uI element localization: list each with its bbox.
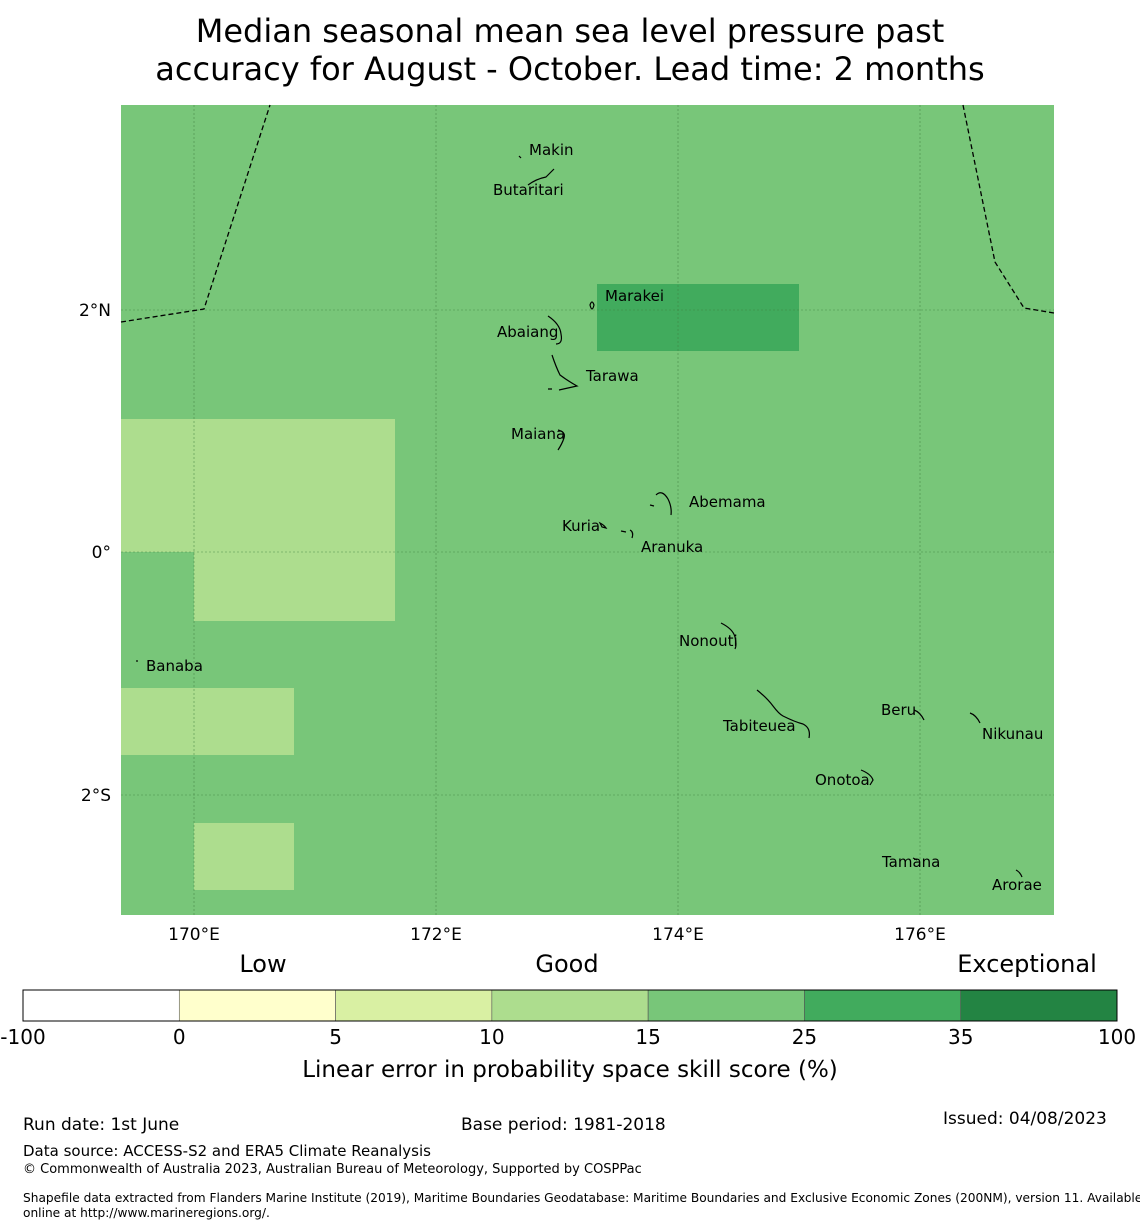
run-date: Run date: 1st June	[23, 1115, 180, 1135]
island-outline-abemama	[649, 492, 672, 516]
colorbar-tick-label: 25	[792, 1025, 817, 1049]
colorbar-category-exceptional: Exceptional	[957, 950, 1097, 978]
island-outline-nikunau	[969, 712, 981, 724]
colorbar-segment	[335, 989, 493, 1022]
island-label-abemama: Abemama	[689, 493, 766, 511]
island-label-beru: Beru	[881, 701, 916, 719]
island-label-marakei: Marakei	[605, 287, 664, 305]
colorbar-tick-label: 0	[173, 1025, 186, 1049]
colorbar-category-low: Low	[239, 950, 286, 978]
lon-label-174e: 174°E	[652, 925, 704, 945]
island-label-aranuka: Aranuka	[641, 538, 703, 556]
shapefile-credit-line-2: online at http://www.marineregions.org/.	[23, 1206, 270, 1220]
island-label-banaba: Banaba	[146, 657, 203, 675]
colorbar-segment	[491, 989, 649, 1022]
eez-boundary-west	[120, 104, 271, 323]
copyright: © Commonwealth of Australia 2023, Austra…	[23, 1162, 642, 1177]
island-outline-kuria	[598, 521, 608, 529]
issued-date: Issued: 04/08/2023	[943, 1109, 1107, 1129]
island-label-nonouti: Nonouti	[679, 632, 738, 650]
island-outline-tabiteuea	[756, 689, 810, 739]
eez-boundary-east	[962, 104, 1055, 314]
colorbar-tick-label: 5	[329, 1025, 342, 1049]
skill-patch-light	[121, 419, 395, 552]
map-title-line-1: Median seasonal mean sea level pressure …	[195, 12, 945, 50]
island-outline-maiana	[557, 429, 565, 451]
colorbar-label: Linear error in probability space skill …	[302, 1057, 838, 1083]
colorbar-segment	[22, 989, 180, 1022]
data-source: Data source: ACCESS-S2 and ERA5 Climate …	[23, 1142, 431, 1160]
island-label-abaiang: Abaiang	[497, 323, 558, 341]
island-outline-makin	[518, 155, 522, 159]
base-period: Base period: 1981-2018	[461, 1115, 666, 1135]
lon-label-176e: 176°E	[894, 925, 946, 945]
island-label-onotoa: Onotoa	[815, 771, 870, 789]
colorbar-tick-label: 100	[1098, 1025, 1136, 1049]
island-label-kuria: Kuria	[562, 517, 600, 535]
shapefile-credit-line-1: Shapefile data extracted from Flanders M…	[23, 1191, 1140, 1205]
skill-patch-light	[194, 552, 395, 621]
colorbar-segment	[804, 989, 962, 1022]
colorbar	[22, 989, 1118, 1022]
colorbar-tick-label: 10	[479, 1025, 504, 1049]
island-outline-arorae	[1015, 869, 1023, 878]
map-title-line-2: accuracy for August - October. Lead time…	[155, 50, 985, 88]
colorbar-tick-label: 15	[635, 1025, 660, 1049]
island-label-maiana: Maiana	[511, 425, 565, 443]
skill-patch-light	[194, 823, 294, 890]
island-label-makin: Makin	[529, 141, 574, 159]
island-outline-beru	[913, 709, 925, 721]
lat-label-2s: 2°S	[81, 786, 111, 806]
colorbar-segment	[178, 989, 336, 1022]
island-label-tamana: Tamana	[881, 853, 940, 871]
island-label-tarawa: Tarawa	[585, 367, 639, 385]
colorbar-category-good: Good	[535, 950, 598, 978]
island-outline-butaritari	[527, 168, 555, 186]
skill-patch-light	[121, 688, 294, 755]
island-outline-nonouti	[720, 622, 737, 650]
island-outline-aranuka	[620, 529, 634, 539]
lat-label-0: 0°	[92, 543, 111, 563]
island-label-butaritari: Butaritari	[493, 181, 564, 199]
lat-label-2n: 2°N	[79, 301, 111, 321]
colorbar-segment	[647, 989, 805, 1022]
island-label-arorae: Arorae	[992, 876, 1042, 894]
colorbar-tick-label: 35	[948, 1025, 973, 1049]
island-outline-onotoa	[860, 769, 874, 786]
island-label-nikunau: Nikunau	[982, 725, 1043, 743]
island-outline-abaiang	[547, 315, 563, 345]
colorbar-segment	[960, 989, 1118, 1022]
lon-label-172e: 172°E	[410, 925, 462, 945]
island-label-tabiteuea: Tabiteuea	[722, 717, 796, 735]
map-figure: Makin Butaritari Marakei Abaiang Tarawa …	[0, 104, 1136, 1083]
colorbar-border	[22, 989, 1118, 1022]
island-outline-marakei	[589, 301, 595, 310]
lon-label-170e: 170°E	[168, 925, 220, 945]
island-outline-tamana	[912, 857, 918, 861]
colorbar-tick-label: -100	[0, 1025, 45, 1049]
island-outline-tarawa	[548, 354, 579, 391]
skill-patch-dark	[597, 284, 799, 351]
